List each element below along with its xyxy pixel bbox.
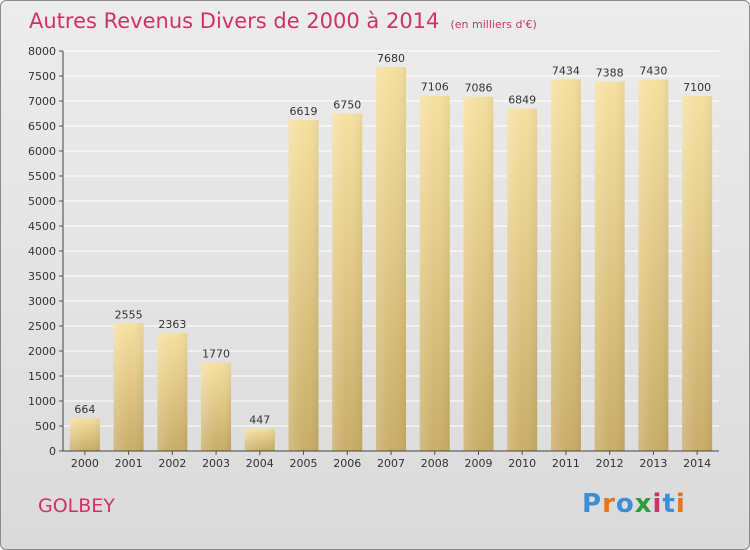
axes <box>62 51 719 452</box>
bar-shading <box>113 323 144 451</box>
y-tick-label: 5500 <box>28 170 56 183</box>
bar-group-2009: 7086 <box>463 82 494 451</box>
y-tick-label: 4500 <box>28 220 56 233</box>
logo-letter: i <box>652 489 663 519</box>
x-tick-label: 2014 <box>683 457 711 470</box>
bar-group-2011: 7434 <box>550 64 581 452</box>
bar-group-2002: 2363 <box>157 318 188 451</box>
x-tick-label: 2000 <box>71 457 99 470</box>
x-tick-label: 2012 <box>596 457 624 470</box>
bar-shading <box>201 362 232 451</box>
data-label: 7100 <box>683 81 711 94</box>
bar-shading <box>332 113 363 451</box>
x-axis-ticks: 2000 2001 2002 2003 2004 2005 2006 2007 2008 2009… <box>71 451 711 470</box>
x-tick-label: 2007 <box>377 457 405 470</box>
data-label: 7430 <box>639 65 667 78</box>
chart-title: Autres Revenus Divers de 2000 à 2014 <box>29 9 440 33</box>
y-tick-label: 6000 <box>28 145 56 158</box>
data-label: 6849 <box>508 94 536 107</box>
data-label: 1770 <box>202 348 230 361</box>
bar-group-2006: 6750 <box>332 99 363 451</box>
bar-shading <box>419 95 450 451</box>
y-tick-label: 8000 <box>28 45 56 58</box>
logo-letter: o <box>615 489 635 519</box>
y-tick-label: 0 <box>49 445 56 458</box>
bar-shading <box>288 120 319 452</box>
y-tick-label: 5000 <box>28 195 56 208</box>
logo-letter: x <box>634 489 653 519</box>
x-tick-label: 2008 <box>421 457 449 470</box>
data-label: 447 <box>249 414 270 427</box>
bar-shading <box>682 96 713 451</box>
y-tick-label: 7500 <box>28 70 56 83</box>
bar-group-2008: 7106 <box>419 81 450 451</box>
data-label: 7106 <box>421 81 449 94</box>
bar-group-2012: 7388 <box>594 67 625 451</box>
y-tick-label: 1000 <box>28 395 56 408</box>
logo-letter: r <box>602 489 616 519</box>
x-tick-label: 2006 <box>333 457 361 470</box>
bar-group-2004: 447 <box>244 414 275 451</box>
bar-shading <box>69 417 100 451</box>
bar-shading <box>594 81 625 451</box>
logo-letter: i <box>675 489 686 519</box>
bar-shading <box>638 79 669 451</box>
x-tick-label: 2013 <box>639 457 667 470</box>
bar-shading <box>157 332 188 451</box>
bar-shading <box>463 96 494 451</box>
chart-header: Autres Revenus Divers de 2000 à 2014 (en… <box>29 9 537 33</box>
x-tick-label: 2011 <box>552 457 580 470</box>
bars: 664 2555 2363 1770 447 6619 6750 7680 7106 7086 68… <box>69 52 713 452</box>
proxiti-logo: Proxiti <box>582 489 686 519</box>
data-label: 7086 <box>464 82 492 95</box>
y-tick-label: 2000 <box>28 345 56 358</box>
x-tick-label: 2003 <box>202 457 230 470</box>
data-label: 7388 <box>596 67 624 80</box>
bar-group-2013: 7430 <box>638 65 669 451</box>
data-label: 2555 <box>115 308 143 321</box>
y-tick-label: 3500 <box>28 270 56 283</box>
bar-group-2010: 6849 <box>507 94 538 452</box>
chart-subtitle: (en milliers d'€) <box>450 18 537 31</box>
logo-letter: P <box>582 489 603 519</box>
commune-name: GOLBEY <box>38 495 115 517</box>
bar-group-2000: 664 <box>69 403 100 451</box>
x-tick-label: 2005 <box>290 457 318 470</box>
x-tick-label: 2001 <box>115 457 143 470</box>
bar-shading <box>376 67 406 451</box>
data-label: 7680 <box>377 52 405 65</box>
y-tick-label: 4000 <box>28 245 56 258</box>
y-tick-label: 1500 <box>28 370 56 383</box>
data-label: 6750 <box>333 99 361 112</box>
logo-letter: t <box>662 489 676 519</box>
data-label: 6619 <box>290 105 318 118</box>
bar-chart: 0 500 1000 1500 2000 2500 3000 3500 4000 4500 5000… <box>28 45 719 470</box>
y-tick-label: 7000 <box>28 95 56 108</box>
y-tick-label: 2500 <box>28 320 56 333</box>
bar-shading <box>550 79 581 452</box>
bar-shading <box>244 428 275 451</box>
data-label: 2363 <box>158 318 186 331</box>
x-tick-label: 2002 <box>158 457 186 470</box>
y-axis-ticks: 0 500 1000 1500 2000 2500 3000 3500 4000 4500 5000… <box>28 45 63 458</box>
y-tick-label: 500 <box>35 420 56 433</box>
data-label: 7434 <box>552 64 580 77</box>
x-tick-label: 2010 <box>508 457 536 470</box>
bar-group-2001: 2555 <box>113 308 144 451</box>
bar-shading <box>507 108 538 452</box>
y-tick-label: 6500 <box>28 120 56 133</box>
y-tick-label: 3000 <box>28 295 56 308</box>
x-tick-label: 2004 <box>246 457 274 470</box>
data-label: 664 <box>74 403 95 416</box>
bar-group-2014: 7100 <box>682 81 713 451</box>
bar-group-2005: 6619 <box>288 105 319 452</box>
bar-group-2003: 1770 <box>201 348 232 451</box>
bar-group-2007: 7680 <box>376 52 406 451</box>
x-tick-label: 2009 <box>464 457 492 470</box>
